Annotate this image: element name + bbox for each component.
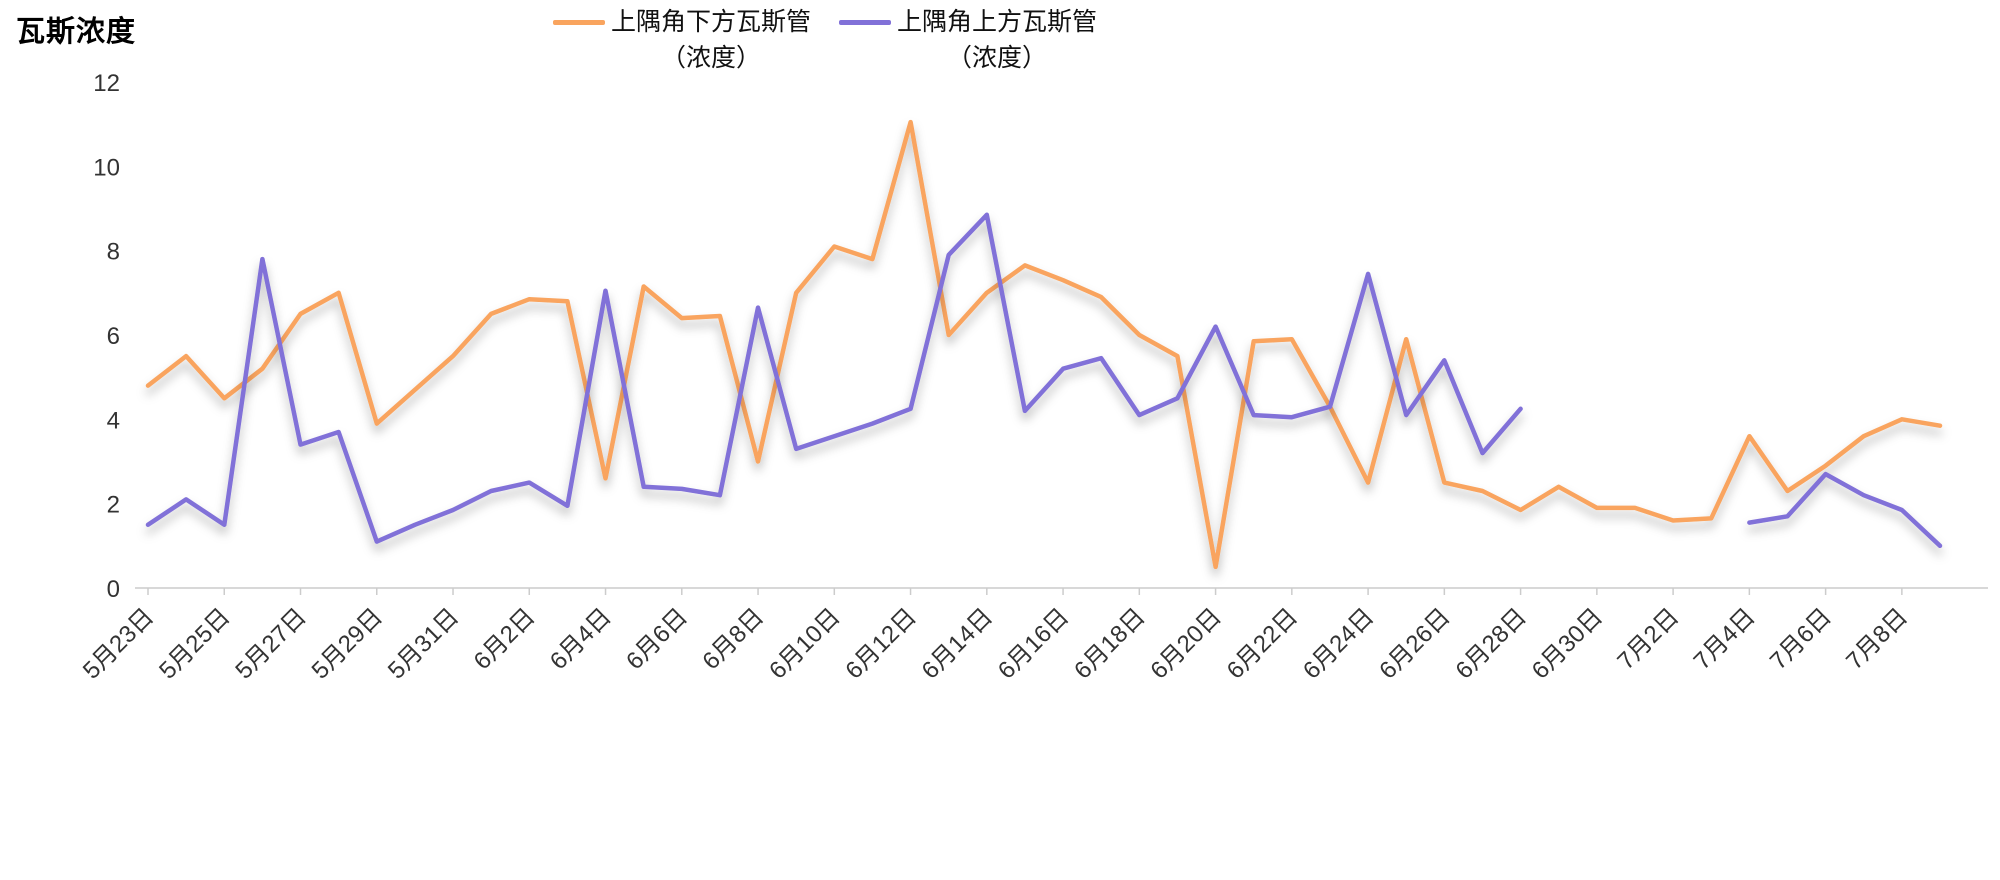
x-tick-label: 7月4日 <box>1689 603 1761 675</box>
y-tick-label: 8 <box>107 239 120 266</box>
x-tick-label: 6月22日 <box>1222 603 1303 684</box>
legend-item-below-pipe[interactable]: 上隅角下方瓦斯管 （浓度） <box>553 4 811 76</box>
x-tick-label: 6月16日 <box>993 603 1074 684</box>
x-tick-label: 6月8日 <box>697 603 769 675</box>
legend-text: 上隅角上方瓦斯管 （浓度） <box>897 4 1097 76</box>
x-tick-label: 6月24日 <box>1298 603 1379 684</box>
x-tick-label: 6月26日 <box>1374 603 1455 684</box>
x-tick-label: 6月30日 <box>1527 603 1608 684</box>
y-tick-label: 6 <box>107 323 120 350</box>
y-tick-label: 0 <box>107 576 120 603</box>
x-tick-label: 6月12日 <box>840 603 921 684</box>
x-tick-label: 7月2日 <box>1612 603 1684 675</box>
x-tick-label: 5月29日 <box>307 603 388 684</box>
x-tick-label: 6月4日 <box>545 603 617 675</box>
x-tick-label: 7月8日 <box>1841 603 1913 675</box>
y-tick-label: 2 <box>107 492 120 519</box>
chart-title: 瓦斯浓度 <box>16 16 137 48</box>
x-tick-label: 6月20日 <box>1145 603 1226 684</box>
legend-line-swatch-orange <box>553 20 605 25</box>
x-tick-label: 5月31日 <box>383 603 464 684</box>
legend-line-swatch-purple <box>839 20 892 25</box>
series-line-1[interactable] <box>145 212 1523 544</box>
series-line-1[interactable] <box>1747 471 1943 549</box>
legend-sublabel: （浓度） <box>947 44 1048 72</box>
y-tick-label: 12 <box>93 70 120 97</box>
x-tick-label: 7月6日 <box>1765 603 1837 675</box>
x-tick-label: 5月23日 <box>78 603 159 684</box>
x-tick-label: 5月27日 <box>230 603 311 684</box>
legend: 上隅角下方瓦斯管 （浓度） 上隅角上方瓦斯管 （浓度） <box>553 4 1097 76</box>
legend-label: 上隅角下方瓦斯管 <box>611 8 812 36</box>
legend-text: 上隅角下方瓦斯管 （浓度） <box>611 4 811 76</box>
legend-sublabel: （浓度） <box>661 44 762 72</box>
legend-label: 上隅角上方瓦斯管 <box>897 8 1098 36</box>
x-tick-label: 6月18日 <box>1069 603 1150 684</box>
x-tick-label: 5月25日 <box>154 603 235 684</box>
x-tick-label: 6月14日 <box>917 603 998 684</box>
x-tick-label: 6月2日 <box>469 603 541 675</box>
x-tick-label: 6月28日 <box>1450 603 1531 684</box>
series-line-0[interactable] <box>145 119 1943 570</box>
y-tick-label: 10 <box>93 154 120 181</box>
y-tick-label: 4 <box>107 407 120 434</box>
x-tick-label: 6月6日 <box>621 603 693 675</box>
x-tick-label: 6月10日 <box>764 603 845 684</box>
legend-item-above-pipe[interactable]: 上隅角上方瓦斯管 （浓度） <box>839 4 1097 76</box>
